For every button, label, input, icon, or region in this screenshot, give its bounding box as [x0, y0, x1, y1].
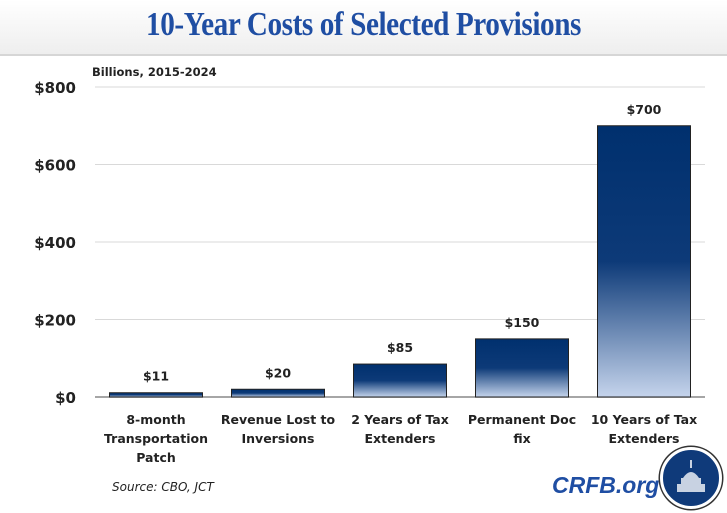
units-label: Billions, 2015-2024: [92, 65, 217, 79]
data-label: $11: [143, 369, 169, 384]
x-tick-label: 2 Years of Tax: [351, 412, 449, 427]
chart-title: 10-Year Costs of Selected Provisions: [146, 6, 581, 43]
data-label: $85: [387, 340, 413, 355]
y-tick-label: $200: [34, 312, 76, 330]
x-tick-label: Inversions: [242, 431, 315, 446]
title-bar: 10-Year Costs of Selected Provisions: [0, 0, 727, 56]
bar: [597, 125, 691, 398]
data-label: $150: [505, 315, 540, 330]
x-tick-label: Transportation: [104, 431, 208, 446]
brand-link[interactable]: CRFB.org: [552, 472, 660, 498]
x-tick-label: Patch: [136, 450, 176, 465]
x-tick-label: Permanent Doc: [468, 412, 576, 427]
x-tick-label: 8-month: [126, 412, 185, 427]
x-tick-label: Extenders: [609, 431, 680, 446]
y-tick-label: $600: [34, 157, 76, 175]
capitol-dome-logo-icon: [660, 447, 722, 509]
bar: [475, 338, 569, 398]
x-tick-label: Revenue Lost to: [221, 412, 336, 427]
y-tick-label: $0: [55, 389, 76, 407]
x-tick-label: Extenders: [365, 431, 436, 446]
source-note: Source: CBO, JCT: [112, 480, 214, 494]
x-tick-label: fix: [513, 431, 530, 446]
data-label: $700: [627, 102, 662, 117]
x-tick-label: 10 Years of Tax: [591, 412, 697, 427]
y-tick-label: $800: [34, 79, 76, 97]
y-tick-label: $400: [34, 234, 76, 252]
bar: [353, 363, 447, 398]
bar: [231, 388, 325, 398]
bar: [109, 392, 203, 398]
data-label: $20: [265, 365, 291, 380]
